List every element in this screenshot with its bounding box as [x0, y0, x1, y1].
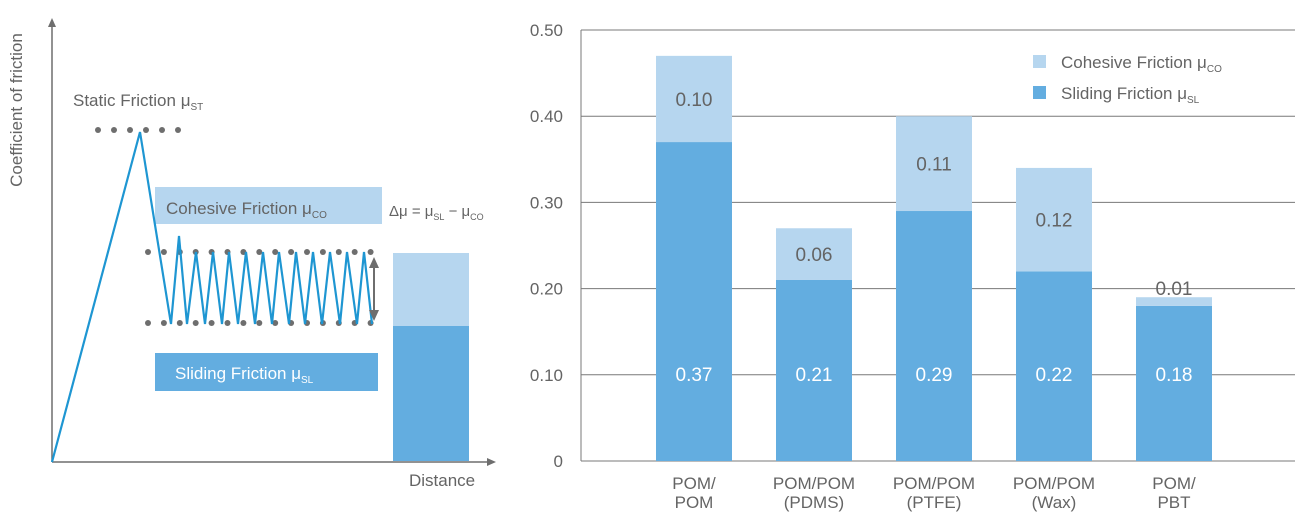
level-dot: [192, 320, 199, 326]
level-dot: [160, 249, 167, 255]
legend-sliding-sub: SL: [1187, 95, 1200, 106]
bar-value-label-cohesive: 0.12: [1036, 211, 1073, 232]
y-tick-label: 0: [554, 452, 563, 471]
bar-sliding: [1016, 271, 1092, 461]
cohesive-friction-sub: CO: [312, 210, 327, 221]
static-friction-dots: [95, 127, 181, 133]
cohesive-friction-band: [155, 187, 382, 224]
friction-schematic: Coefficient of friction Distance Static …: [7, 18, 496, 490]
bar-cohesive: [1016, 167, 1092, 272]
legend-cohesive-main: Cohesive Friction μ: [1061, 53, 1207, 72]
bar-cohesive: [776, 228, 852, 280]
level-dot: [288, 249, 295, 255]
bar-sliding: [896, 211, 972, 461]
x-tick-label-line: (Wax): [1032, 493, 1077, 512]
bar-value-label-cohesive: 0.10: [676, 90, 713, 111]
bar-value-label-cohesive: 0.06: [796, 245, 833, 266]
level-dot: [240, 320, 247, 326]
x-tick-label: POM/PBT: [1152, 474, 1196, 512]
cohesive-friction-main: Cohesive Friction μ: [166, 199, 312, 218]
level-dot: [145, 320, 151, 326]
legend-cohesive-sub: CO: [1207, 64, 1222, 75]
bar-value-label-sliding: 0.18: [1156, 365, 1193, 386]
delta-mu-sub-sl: SL: [433, 212, 444, 222]
delta-mu-prefix: Δμ = μ: [389, 203, 433, 220]
legend-label-cohesive: Cohesive Friction μCO: [1061, 53, 1222, 75]
bar-value-label-sliding: 0.21: [796, 365, 833, 386]
level-dot: [304, 249, 310, 255]
lower-level-dots: [145, 320, 374, 326]
delta-mu-formula: Δμ = μSL − μCO: [389, 203, 484, 222]
level-dot: [272, 320, 279, 326]
y-tick-label: 0.10: [530, 366, 563, 385]
level-dot: [351, 249, 358, 255]
bar-chart: 00.100.200.300.400.50 0.370.100.210.060.…: [530, 21, 1295, 512]
legend-label-sliding: Sliding Friction μSL: [1061, 84, 1200, 106]
upper-level-dots: [145, 249, 374, 255]
bar-cohesive: [1136, 297, 1212, 306]
sliding-friction-main: Sliding Friction μ: [175, 364, 301, 383]
level-dot: [272, 249, 279, 255]
bar-cohesive: [656, 55, 732, 143]
x-tick-label: POM/POM (PTFE): [893, 474, 975, 512]
cohesive-friction-label: Cohesive Friction μCO: [166, 199, 327, 221]
level-dot: [335, 249, 342, 255]
bar-value-label-sliding: 0.29: [916, 365, 953, 386]
x-tick-label-line: POM/POM: [893, 474, 975, 493]
x-tick-label-line: POM: [675, 493, 714, 512]
level-dot: [145, 249, 151, 255]
legend-swatch-sliding: [1033, 86, 1046, 99]
bar-value-label-cohesive: 0.01: [1156, 279, 1193, 300]
schematic-y-label: Coefficient of friction: [7, 33, 26, 187]
level-dot: [224, 320, 231, 326]
legend-swatch-cohesive: [1033, 55, 1046, 68]
y-tick-label: 0.20: [530, 280, 563, 299]
level-dot: [160, 320, 167, 326]
level-dot: [256, 320, 263, 326]
x-tick-label-line: (PTFE): [907, 493, 962, 512]
sliding-friction-label: Sliding Friction μSL: [175, 364, 314, 386]
legend: Cohesive Friction μCO Sliding Friction μ…: [1033, 53, 1222, 106]
static-friction-label: Static Friction μST: [73, 91, 203, 113]
x-tick-label: POM/POM (PDMS): [773, 474, 855, 512]
level-dot: [208, 320, 215, 326]
bar-value-label-sliding: 0.22: [1036, 365, 1073, 386]
level-dot: [176, 320, 183, 326]
y-tick-label: 0.50: [530, 21, 563, 40]
schematic-x-label: Distance: [409, 471, 475, 490]
level-dot: [319, 249, 326, 255]
x-tick-label-line: PBT: [1157, 493, 1190, 512]
y-tick-labels: 0 0.10 0.20 0.30 0.40 0.50: [530, 21, 563, 471]
x-tick-label-line: POM/: [1152, 474, 1196, 493]
level-dot: [367, 249, 374, 255]
bar-value-label-cohesive: 0.11: [916, 155, 952, 176]
bar-cohesive: [896, 116, 972, 212]
static-friction-main: Static Friction μ: [73, 91, 191, 110]
bar-sliding: [1136, 305, 1212, 461]
x-tick-label-line: (PDMS): [784, 493, 844, 512]
bar-sliding: [656, 142, 732, 461]
static-friction-sub: ST: [191, 102, 204, 113]
schematic-cohesive-block: [393, 253, 469, 326]
y-tick-label: 0.40: [530, 107, 563, 126]
schematic-sliding-block: [393, 326, 469, 461]
legend-sliding-main: Sliding Friction μ: [1061, 84, 1187, 103]
bar-sliding: [776, 279, 852, 461]
x-tick-label: POM/POM: [672, 474, 716, 512]
y-tick-label: 0.30: [530, 193, 563, 212]
x-tick-label-line: POM/POM: [773, 474, 855, 493]
x-tick-label-line: POM/: [672, 474, 716, 493]
bar-value-label-sliding: 0.37: [676, 365, 713, 386]
bars: 0.37 0.10 0.21 0.06 0.29 0.11 0.22 0.12 0.18 0.01: [656, 55, 1212, 461]
x-tick-label-line: POM/POM: [1013, 474, 1095, 493]
delta-mu-sub-co: CO: [470, 212, 484, 222]
friction-zigzag-curve: [50, 131, 374, 463]
delta-mu-minus: − μ: [444, 203, 470, 220]
level-dot: [256, 249, 263, 255]
sliding-friction-band: [155, 353, 378, 391]
sliding-friction-sub: SL: [301, 375, 314, 386]
x-tick-label: POM/POM (Wax): [1013, 474, 1095, 512]
